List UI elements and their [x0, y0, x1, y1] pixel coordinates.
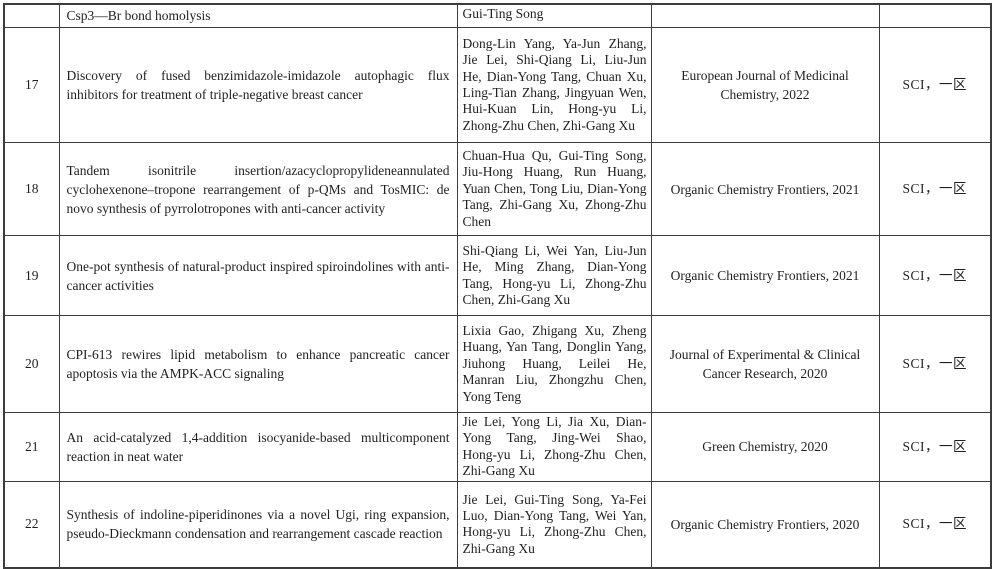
paper-title: Discovery of fused benzimidazole-imidazo…: [58, 27, 458, 143]
row-number: 20: [3, 315, 60, 413]
paper-title: Csp3—Br bond homolysis: [58, 3, 458, 28]
paper-authors: Jie Lei, Gui-Ting Song, Ya-Fei Luo, Dian…: [456, 480, 652, 569]
paper-authors: Gui-Ting Song: [456, 3, 652, 28]
paper-rank: SCI，一区: [878, 412, 992, 482]
paper-rank: SCI，一区: [878, 27, 992, 143]
row-number: 22: [3, 480, 60, 569]
row-number: 18: [3, 142, 60, 236]
paper-rank: SCI，一区: [878, 480, 992, 569]
table-row: 20 CPI-613 rewires lipid metabolism to e…: [3, 315, 992, 413]
paper-journal: Organic Chemistry Frontiers, 2020: [650, 480, 880, 569]
paper-title: Tandem isonitrile insertion/azacycloprop…: [58, 142, 458, 236]
table-row: 17 Discovery of fused benzimidazole-imid…: [3, 27, 992, 143]
paper-title: CPI-613 rewires lipid metabolism to enha…: [58, 315, 458, 413]
paper-journal: Green Chemistry, 2020: [650, 412, 880, 482]
paper-journal: [650, 3, 880, 28]
paper-rank: SCI，一区: [878, 142, 992, 236]
row-number: 19: [3, 235, 60, 316]
table-row: 21 An acid-catalyzed 1,4-addition isocya…: [3, 412, 992, 482]
paper-authors: Chuan-Hua Qu, Gui-Ting Song, Jiu-Hong Hu…: [456, 142, 652, 236]
paper-authors: Jie Lei, Yong Li, Jia Xu, Dian-Yong Tang…: [456, 412, 652, 482]
paper-rank: SCI，一区: [878, 315, 992, 413]
paper-journal: Journal of Experimental & Clinical Cance…: [650, 315, 880, 413]
paper-authors: Dong-Lin Yang, Ya-Jun Zhang, Jie Lei, Sh…: [456, 27, 652, 143]
table-row-partial: Csp3—Br bond homolysis Gui-Ting Song: [3, 3, 992, 28]
publications-table: Csp3—Br bond homolysis Gui-Ting Song 17 …: [3, 3, 992, 569]
row-number: 21: [3, 412, 60, 482]
paper-authors: Lixia Gao, Zhigang Xu, Zheng Huang, Yan …: [456, 315, 652, 413]
paper-journal: European Journal of Medicinal Chemistry,…: [650, 27, 880, 143]
table-row: 22 Synthesis of indoline-piperidinones v…: [3, 480, 992, 569]
paper-journal: Organic Chemistry Frontiers, 2021: [650, 235, 880, 316]
paper-title: Synthesis of indoline-piperidinones via …: [58, 480, 458, 569]
table-row: 18 Tandem isonitrile insertion/azacyclop…: [3, 142, 992, 236]
paper-authors: Shi-Qiang Li, Wei Yan, Liu-Jun He, Ming …: [456, 235, 652, 316]
row-number: 17: [3, 27, 60, 143]
paper-title: One-pot synthesis of natural-product ins…: [58, 235, 458, 316]
paper-rank: [878, 3, 992, 28]
table-row: 19 One-pot synthesis of natural-product …: [3, 235, 992, 316]
paper-rank: SCI，一区: [878, 235, 992, 316]
row-number: [3, 3, 60, 28]
paper-journal: Organic Chemistry Frontiers, 2021: [650, 142, 880, 236]
paper-title: An acid-catalyzed 1,4-addition isocyanid…: [58, 412, 458, 482]
